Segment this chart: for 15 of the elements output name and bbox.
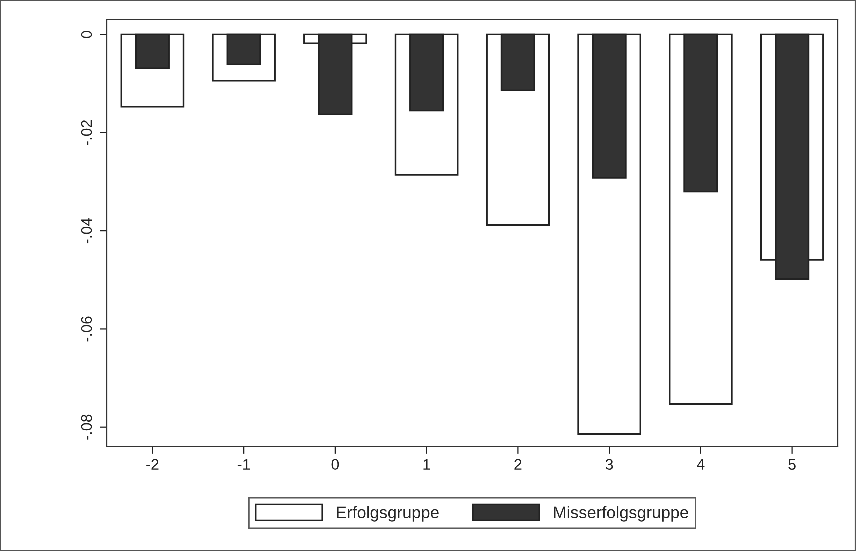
y-tick-label: -.06 (81, 316, 92, 342)
y-tick-label: 0 (81, 31, 92, 38)
x-tick-label: -1 (238, 459, 250, 470)
legend-label: Erfolgsgruppe (337, 506, 439, 522)
y-tick-label: -.02 (81, 120, 92, 146)
x-tick-label: 5 (788, 459, 796, 470)
legend-label: Misserfolgsgruppe (554, 506, 688, 522)
x-tick-label: 3 (606, 459, 614, 470)
x-tick-label: 0 (332, 459, 340, 470)
y-tick-label: -.04 (81, 218, 92, 244)
x-tick-label: 4 (697, 459, 705, 470)
x-tick-label: 2 (514, 459, 522, 470)
x-tick-label: -2 (146, 459, 159, 470)
y-tick-label: -.08 (81, 414, 92, 440)
x-tick-label: 1 (424, 459, 430, 470)
